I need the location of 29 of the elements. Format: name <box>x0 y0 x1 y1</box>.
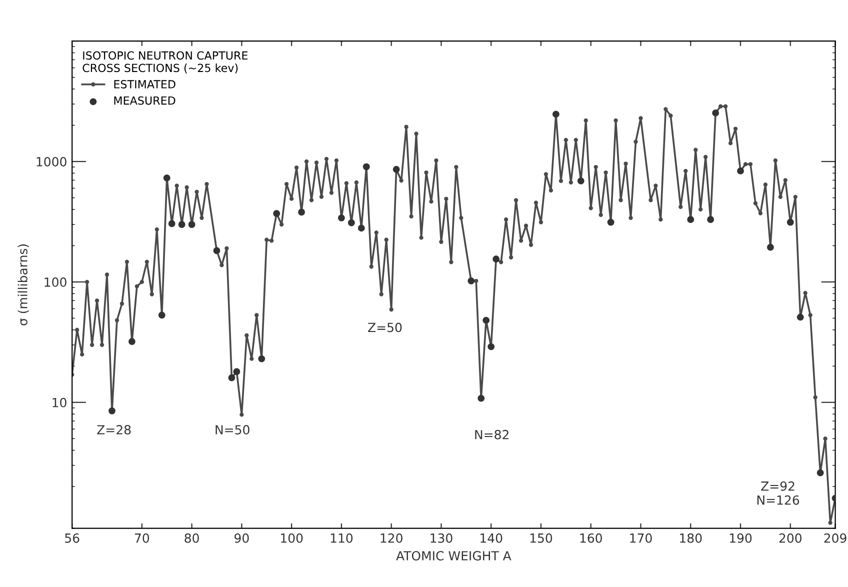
x-tick-label: 140 <box>480 533 502 543</box>
x-tick-label: 190 <box>730 533 752 543</box>
x-tick-label: 80 <box>184 533 199 543</box>
legend-label: ESTIMATED <box>114 80 176 88</box>
x-tick-label: 70 <box>134 533 150 543</box>
y-tick-label: 1000 <box>36 156 66 166</box>
x-tick-label: 209 <box>824 533 846 543</box>
annotation: N=50 <box>216 425 250 434</box>
x-tick-label: 100 <box>281 533 303 543</box>
x-axis-title: ATOMIC WEIGHT A <box>396 551 512 560</box>
legend-label: MEASURED <box>114 96 176 105</box>
x-tick-label: 150 <box>530 533 552 543</box>
x-tick-label: 56 <box>65 533 80 543</box>
x-tick-label: 110 <box>330 533 353 543</box>
x-tick-label: 90 <box>234 533 249 543</box>
y-tick-label: 100 <box>44 277 66 287</box>
x-tick-label: 170 <box>630 533 652 543</box>
x-tick-label: 200 <box>779 533 802 543</box>
annotation: Z=50 <box>368 322 402 332</box>
legend-title: ISOTOPIC NEUTRON CAPTURE CROSS SECTIONS (~25 kev) <box>82 51 248 74</box>
annotation: Z=28 <box>97 425 131 434</box>
y-axis-title: σ (millibarns) <box>18 244 29 326</box>
y-tick-label: 10 <box>52 398 66 408</box>
annotation: Z=92 N=126 <box>757 481 800 505</box>
x-tick-label: 130 <box>430 533 452 543</box>
x-tick-label: 120 <box>380 533 402 543</box>
x-tick-label: 160 <box>580 533 602 543</box>
annotation: N=82 <box>475 430 508 440</box>
x-tick-label: 180 <box>680 533 702 543</box>
